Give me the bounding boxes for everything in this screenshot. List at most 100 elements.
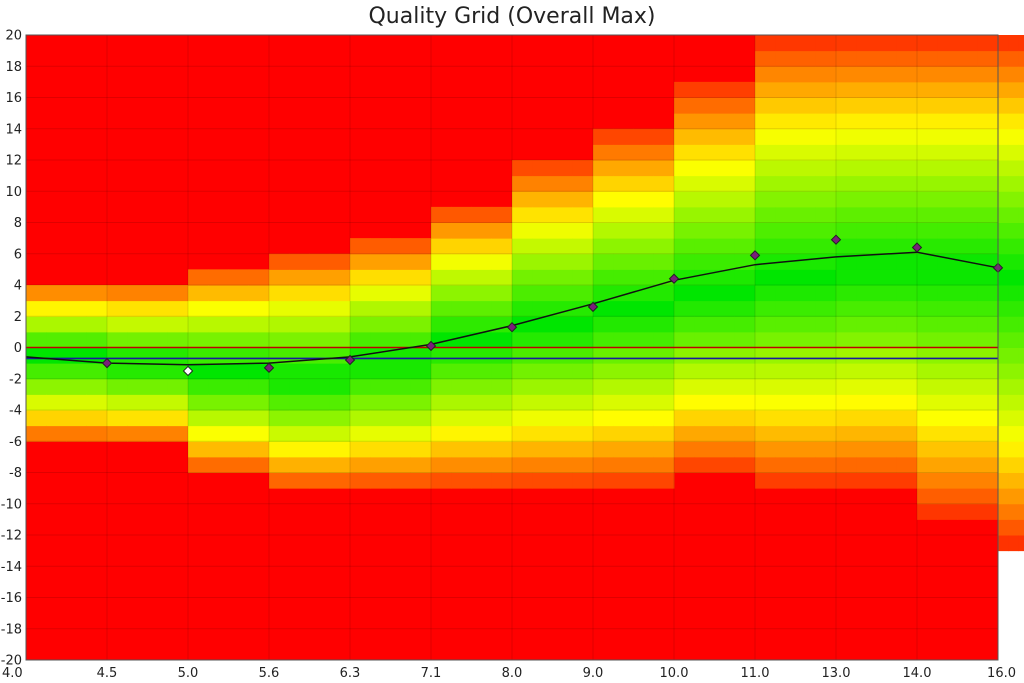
heatmap-cell — [896, 175, 918, 192]
heatmap-cell — [208, 425, 229, 442]
heatmap-cell — [775, 238, 796, 255]
heatmap-cell — [836, 81, 857, 98]
x-tick-label: 11.0 — [741, 666, 770, 681]
heatmap-cell — [451, 472, 472, 489]
heatmap-cell — [815, 331, 837, 348]
heatmap-cell — [714, 160, 736, 177]
heatmap-cell — [937, 300, 958, 317]
heatmap-cell — [86, 347, 108, 364]
heatmap-cell — [127, 425, 148, 442]
heatmap-cell — [228, 331, 250, 348]
heatmap-cell — [896, 316, 918, 333]
heatmap-cell — [795, 144, 817, 161]
heatmap-cell — [431, 363, 452, 380]
heatmap-cell — [856, 191, 877, 208]
heatmap-cell — [674, 363, 695, 380]
heatmap-cell — [26, 347, 47, 364]
heatmap-cell — [815, 66, 837, 83]
heatmap-cell — [1008, 97, 1019, 114]
heatmap-cell — [937, 456, 958, 473]
heatmap-cell — [147, 300, 169, 317]
heatmap-cell — [329, 456, 351, 473]
heatmap-cell — [309, 472, 331, 489]
heatmap-cell — [755, 378, 776, 395]
heatmap-cell — [1018, 222, 1024, 239]
heatmap-cell — [917, 300, 938, 317]
heatmap-cell — [512, 206, 533, 223]
heatmap-cell — [775, 35, 796, 52]
heatmap-cell — [674, 378, 695, 395]
heatmap-cell — [977, 113, 999, 130]
heatmap-cell — [633, 456, 655, 473]
heatmap-cell — [876, 394, 898, 411]
heatmap-cell — [532, 269, 553, 286]
heatmap-cell — [917, 144, 938, 161]
heatmap-cell — [876, 66, 898, 83]
heatmap-cell — [572, 425, 594, 442]
heatmap-cell — [451, 206, 472, 223]
heatmap-cell — [734, 285, 756, 302]
heatmap-cell — [46, 300, 67, 317]
data-point — [830, 234, 842, 245]
heatmap-cell — [674, 269, 695, 286]
data-point — [506, 321, 518, 333]
heatmap-cell — [46, 331, 67, 348]
heatmap-cell — [390, 331, 412, 348]
heatmap-cell — [613, 347, 634, 364]
heatmap-cell — [856, 331, 877, 348]
heatmap-cell — [613, 269, 634, 286]
heatmap-cell — [329, 300, 351, 317]
heatmap-cell — [248, 441, 270, 458]
heatmap-cell — [998, 269, 1009, 286]
heatmap-cell — [248, 394, 270, 411]
heatmap-cell — [755, 175, 776, 192]
heatmap-cell — [977, 128, 999, 145]
heatmap-cell — [998, 253, 1009, 270]
heatmap-cell — [451, 253, 472, 270]
heatmap-cell — [856, 394, 877, 411]
heatmap-cell — [228, 378, 250, 395]
heatmap-cell — [896, 378, 918, 395]
heatmap-cell — [755, 347, 776, 364]
series-points — [101, 234, 1004, 377]
heatmap-cell — [491, 425, 513, 442]
heatmap-cell — [815, 97, 837, 114]
heatmap-cell — [329, 394, 351, 411]
y-tick-label: 20 — [5, 29, 22, 44]
heatmap-cell — [775, 300, 796, 317]
heatmap-cell — [755, 97, 776, 114]
heatmap-cell — [815, 175, 837, 192]
heatmap-cell — [1008, 222, 1019, 239]
heatmap-cell — [734, 113, 756, 130]
heatmap-cell — [471, 222, 493, 239]
y-tick-label: 12 — [5, 154, 22, 169]
heatmap-cell — [1008, 160, 1019, 177]
heatmap-cell — [309, 316, 331, 333]
heatmap-cell — [269, 410, 290, 427]
heatmap-cell — [208, 456, 229, 473]
heatmap-cell — [532, 300, 553, 317]
heatmap-cell — [593, 378, 614, 395]
heatmap-cell — [370, 331, 391, 348]
heatmap-cell — [653, 410, 675, 427]
heatmap-cell — [775, 206, 796, 223]
heatmap-cell — [674, 300, 695, 317]
heatmap-cell — [552, 425, 574, 442]
heatmap-cell — [714, 97, 736, 114]
heatmap-cell — [714, 253, 736, 270]
heatmap-cell — [957, 394, 979, 411]
heatmap-cell — [66, 300, 88, 317]
heatmap-cell — [775, 378, 796, 395]
heatmap-cell — [1018, 128, 1024, 145]
heatmap-cell — [755, 160, 776, 177]
heatmap-cell — [998, 425, 1009, 442]
heatmap-cell — [694, 285, 715, 302]
heatmap-cell — [937, 113, 958, 130]
heatmap-cell — [917, 35, 938, 52]
heatmap-cell — [977, 503, 999, 520]
heatmap-cell — [471, 347, 493, 364]
heatmap-cell — [714, 144, 736, 161]
heatmap-cell — [471, 472, 493, 489]
heatmap-cell — [977, 97, 999, 114]
heatmap-cell — [795, 97, 817, 114]
